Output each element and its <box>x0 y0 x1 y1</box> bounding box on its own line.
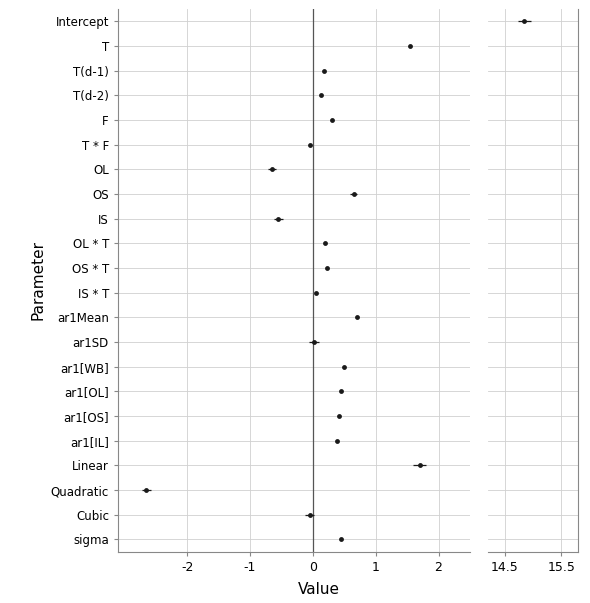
Text: Value: Value <box>297 582 340 597</box>
Y-axis label: Parameter: Parameter <box>30 241 45 320</box>
